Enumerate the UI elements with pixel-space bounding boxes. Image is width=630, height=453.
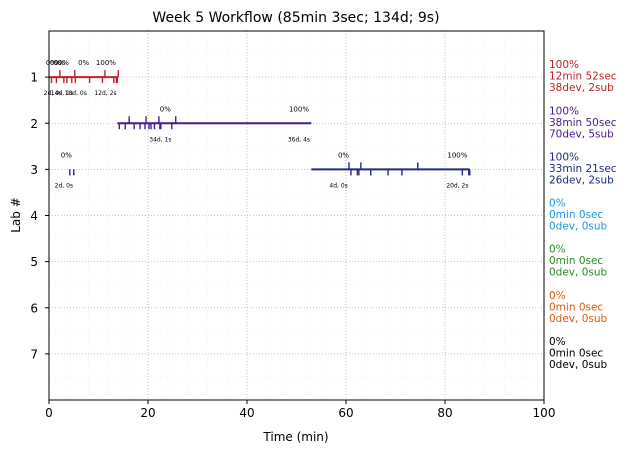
lab-1-percent-label: 0%: [58, 59, 69, 67]
x-tick-label: 40: [239, 406, 254, 420]
lab-5-summary-line: 0min 0sec: [549, 255, 603, 267]
lab-5-summary-line: 0%: [549, 244, 566, 256]
lab-3-detail-label: 20d, 2s: [446, 182, 468, 189]
lab-1-percent-label: 0%: [54, 59, 65, 67]
lab-2-percent-label: 0%: [160, 105, 171, 113]
lab-1-summary-line: 38dev, 2sub: [549, 82, 614, 94]
lab-2-summary-line: 38min 50sec: [549, 117, 617, 129]
lab-1-detail-label: 10d, 0s: [65, 90, 87, 97]
y-tick-label: 2: [30, 117, 38, 131]
chart-title: Week 5 Workflow (85min 3sec; 134d; 9s): [152, 10, 439, 26]
lab-5-summary-line: 0dev, 0sub: [549, 267, 608, 279]
lab-1-percent-label: 0%: [50, 59, 61, 67]
lab-1-detail-label: 14d, 1s: [51, 90, 73, 97]
y-tick-label: 3: [30, 163, 38, 177]
lab-3-percent-label: 0%: [61, 151, 72, 159]
lab-4-summary-line: 0min 0sec: [549, 209, 603, 221]
lab-3-detail-label: 4d, 0s: [329, 182, 347, 189]
x-tick-label: 100: [533, 406, 556, 420]
x-tick-label: 60: [338, 406, 353, 420]
x-tick-label: 0: [45, 406, 53, 420]
y-tick-label: 7: [30, 347, 38, 361]
lab-2-summary-line: 100%: [549, 105, 579, 117]
lab-3-summary-line: 33min 21sec: [549, 163, 617, 175]
axes: 0 20 40 60 80 100 1 2 3 4 5 6 7: [30, 71, 555, 420]
y-axis-label: Lab #: [9, 197, 23, 233]
lab-1-summary-line: 12min 52sec: [549, 71, 617, 83]
x-tick-label: 20: [140, 406, 155, 420]
lab-1-percent-label: 100%: [96, 59, 116, 67]
y-tick-label: 6: [30, 301, 38, 315]
lab-7-summary-line: 0dev, 0sub: [549, 359, 608, 371]
lab-4-summary-line: 0%: [549, 198, 566, 210]
lab-2-detail-label: 36d, 4s: [288, 136, 310, 143]
y-tick-label: 5: [30, 255, 38, 269]
lab-7-summary-line: 0%: [549, 336, 566, 348]
y-tick-label: 1: [30, 71, 38, 85]
x-tick-label: 80: [437, 406, 452, 420]
lab-2-percent-label: 100%: [289, 105, 309, 113]
lab-7-summary-line: 0min 0sec: [549, 347, 603, 359]
lab-3-detail-label: 2d, 0s: [55, 182, 73, 189]
lab-3-percent-label: 0%: [338, 151, 349, 159]
lab-3-summary-line: 100%: [549, 151, 579, 163]
grid: [48, 31, 545, 400]
y-tick-label: 4: [30, 209, 38, 223]
lab-6-summary-line: 0dev, 0sub: [549, 313, 608, 325]
lab-1-summary-line: 100%: [549, 59, 579, 71]
lab-2-summary-line: 70dev, 5sub: [549, 128, 614, 140]
lab-1-percent-label: 0%: [46, 59, 57, 67]
lab-6-summary-line: 0%: [549, 290, 566, 302]
lab-2-detail-label: 34d, 1s: [149, 136, 171, 143]
x-axis-label: Time (min): [262, 430, 328, 444]
lab-1-detail-label: 2d, 0s: [44, 90, 62, 97]
lab-3-percent-label: 100%: [447, 151, 467, 159]
lab-6-summary-line: 0min 0sec: [549, 301, 603, 313]
lab-1-percent-label: 0%: [78, 59, 89, 67]
lab-3-summary-line: 26dev, 2sub: [549, 174, 614, 186]
lab-1-detail-label: 12d, 2s: [94, 90, 116, 97]
lab-4-summary-line: 0dev, 0sub: [549, 221, 608, 233]
